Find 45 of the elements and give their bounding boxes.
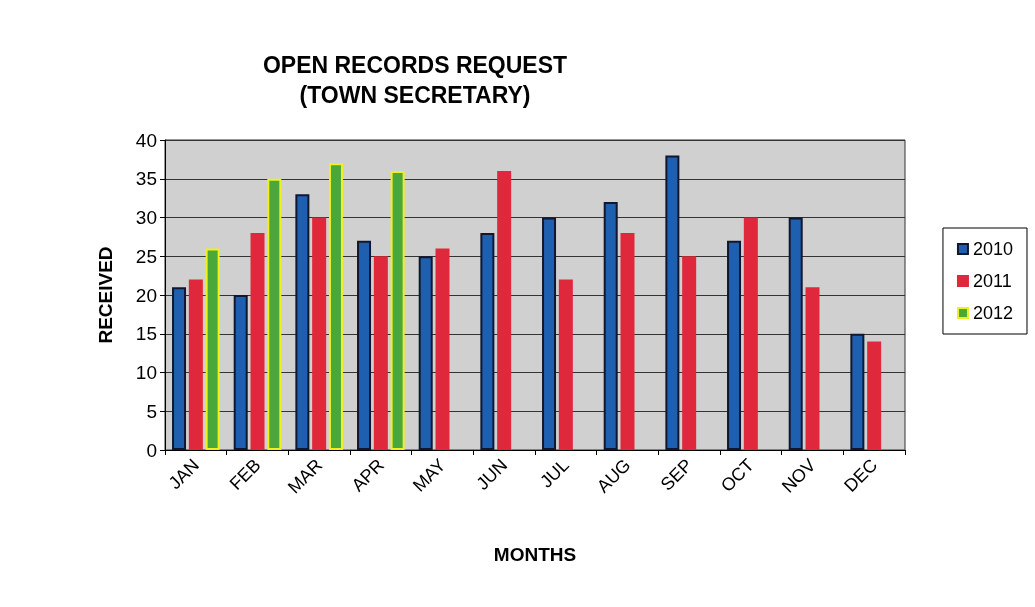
bar bbox=[542, 217, 557, 450]
y-tick-label: 20 bbox=[135, 284, 157, 306]
bar bbox=[497, 171, 512, 450]
y-axis-title: RECEIVED bbox=[95, 246, 116, 344]
bar bbox=[267, 178, 282, 450]
y-tick-label: 25 bbox=[135, 245, 157, 267]
bar bbox=[665, 155, 680, 450]
bar bbox=[558, 279, 573, 450]
x-tick-label: FEB bbox=[225, 454, 265, 494]
bar bbox=[435, 248, 450, 450]
bar bbox=[620, 233, 635, 450]
bar bbox=[480, 233, 495, 450]
bar bbox=[328, 163, 343, 450]
bar bbox=[788, 217, 803, 450]
bar bbox=[188, 279, 203, 450]
bar bbox=[312, 217, 327, 450]
y-tick-label: 40 bbox=[135, 129, 157, 151]
legend-label: 2011 bbox=[972, 271, 1012, 291]
legend-label: 2010 bbox=[972, 239, 1013, 259]
bar bbox=[390, 171, 405, 450]
bar bbox=[682, 256, 697, 450]
y-tick-label: 30 bbox=[135, 207, 157, 228]
bar bbox=[418, 256, 433, 450]
bar bbox=[357, 240, 372, 450]
bar bbox=[205, 248, 220, 450]
bar bbox=[373, 256, 388, 450]
legend-label: 2012 bbox=[972, 303, 1013, 323]
chart-title: OPEN RECORDS REQUEST (TOWN SECRETARY) bbox=[262, 52, 568, 108]
y-tick-label: 35 bbox=[135, 168, 157, 190]
bar bbox=[727, 240, 742, 450]
bar bbox=[850, 333, 865, 450]
bar bbox=[295, 194, 310, 450]
y-tick-label: 0 bbox=[146, 439, 157, 461]
bar bbox=[867, 341, 882, 450]
bar bbox=[805, 287, 820, 450]
y-tick-label: 5 bbox=[146, 400, 157, 422]
bar bbox=[172, 287, 187, 450]
y-tick-label: 15 bbox=[135, 323, 157, 345]
y-tick-label: 10 bbox=[135, 362, 157, 383]
x-axis-title: MONTHS bbox=[493, 544, 577, 565]
bar bbox=[603, 202, 618, 450]
x-tick-label: JUL bbox=[536, 454, 573, 492]
bar bbox=[743, 217, 758, 450]
bar bbox=[250, 233, 265, 450]
bar bbox=[233, 295, 248, 450]
